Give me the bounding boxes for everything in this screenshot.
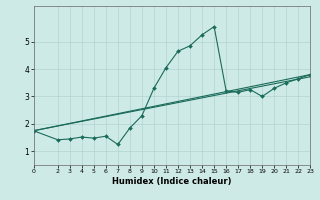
X-axis label: Humidex (Indice chaleur): Humidex (Indice chaleur) [112, 177, 232, 186]
